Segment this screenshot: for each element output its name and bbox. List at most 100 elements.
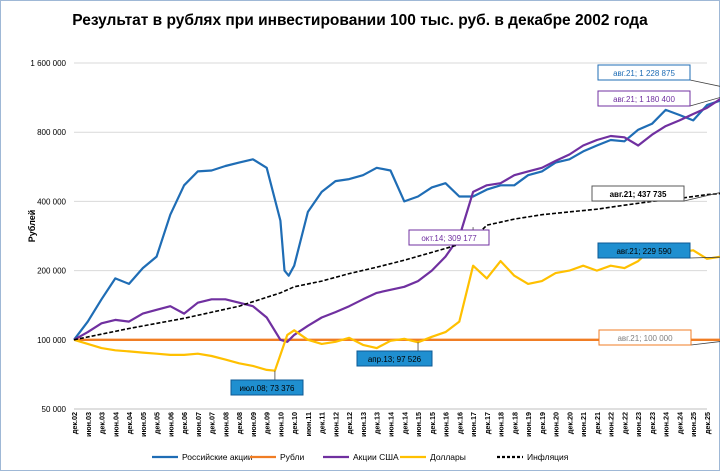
axis-layer: 50 000 100 000 200 000 400 000 800 000 1 600 … — [30, 59, 712, 437]
legend-item-1: Рубли — [250, 452, 304, 462]
x-tick-label: июн.07 — [194, 412, 203, 437]
data-label-box — [356, 350, 433, 367]
x-tick-label: июн.16 — [442, 412, 451, 437]
data-label-box — [597, 242, 691, 259]
data-label-text: авг.21; 1 180 400 — [613, 95, 675, 104]
series-line-0 — [73, 99, 720, 341]
x-tick-label: июн.20 — [552, 412, 561, 437]
data-label: окт.14; 309 177 — [408, 227, 490, 246]
chart-title: Результат в рублях при инвестировании 10… — [72, 12, 648, 29]
x-tick-label: июн.25 — [689, 412, 698, 437]
x-tick-label: дек.14 — [400, 412, 409, 434]
x-tick-label: июн.10 — [276, 412, 285, 437]
data-label-text: авг.21; 100 000 — [617, 334, 673, 343]
x-tick-label: дек.11 — [318, 412, 327, 434]
x-tick-label: дек.05 — [153, 412, 162, 434]
x-tick-label: дек.21 — [593, 412, 602, 434]
data-label-text: окт.14; 309 177 — [421, 234, 477, 243]
data-label-box — [597, 64, 691, 81]
x-tick-label: июн.09 — [249, 412, 258, 437]
series-layer — [73, 97, 720, 372]
y-tick-label: 400 000 — [37, 197, 66, 206]
x-tick-label: дек.04 — [125, 412, 134, 434]
leader-line — [689, 97, 720, 107]
legend-item-0: Российские акции — [152, 452, 253, 462]
data-label: авг.21; 437 735 — [591, 185, 720, 202]
x-tick-label: июн.13 — [359, 412, 368, 437]
y-axis-label: Рублей — [27, 210, 37, 242]
x-tick-label: дек.25 — [703, 412, 712, 434]
x-tick-label: июн.08 — [221, 412, 230, 437]
y-tick-label: 50 000 — [42, 405, 67, 414]
data-label-box — [591, 185, 685, 202]
leader-line — [689, 256, 720, 259]
x-tick-label: июн.21 — [579, 412, 588, 437]
legend: Российские акции Рубли Акции США Доллары Инф… — [152, 452, 569, 462]
data-label: авг.21; 1 180 400 — [597, 90, 720, 107]
x-tick-label: дек.06 — [180, 412, 189, 434]
x-tick-label: дек.22 — [620, 412, 629, 434]
x-tick-label: дек.20 — [565, 412, 574, 434]
x-tick-label: дек.07 — [208, 412, 217, 434]
x-tick-label: дек.16 — [455, 412, 464, 434]
x-tick-label: дек.15 — [428, 412, 437, 434]
leader-line — [690, 341, 720, 346]
data-label-box — [408, 229, 490, 246]
x-tick-label: июн.22 — [607, 412, 616, 437]
x-tick-label: дек.23 — [648, 412, 657, 434]
data-label-text: авг.21; 229 590 — [616, 247, 672, 256]
data-label: авг.21; 100 000 — [598, 329, 720, 346]
data-label-text: авг.21; 437 735 — [610, 190, 667, 199]
x-tick-label: дек.17 — [483, 412, 492, 434]
x-tick-label: июн.23 — [634, 412, 643, 437]
x-tick-label: дек.09 — [263, 412, 272, 434]
data-label: авг.21; 1 228 875 — [597, 64, 720, 87]
x-tick-label: июн.05 — [139, 412, 148, 437]
legend-label: Рубли — [280, 452, 304, 462]
x-tick-label: дек.24 — [675, 412, 684, 434]
legend-label: Акции США — [353, 452, 399, 462]
x-tick-label: дек.02 — [70, 412, 79, 434]
legend-label: Российские акции — [182, 452, 253, 462]
x-tick-label: июн.24 — [662, 412, 671, 437]
data-label-box — [230, 379, 304, 396]
leader-line — [689, 79, 720, 87]
series-line-2 — [73, 97, 720, 343]
y-tick-label: 1 600 000 — [30, 59, 66, 68]
x-tick-label: дек.03 — [98, 412, 107, 434]
x-tick-label: июн.12 — [331, 412, 340, 437]
x-tick-label: июн.19 — [524, 412, 533, 437]
data-label-box — [598, 329, 692, 346]
y-tick-label: 100 000 — [37, 336, 66, 345]
x-tick-label: дек.13 — [373, 412, 382, 434]
x-tick-label: июн.04 — [111, 412, 120, 437]
data-label-text: апр.13; 97 526 — [368, 355, 422, 364]
y-tick-label: 800 000 — [37, 128, 66, 137]
data-label-box — [597, 90, 691, 107]
legend-item-3: Доллары — [400, 452, 466, 462]
legend-label: Инфляция — [527, 452, 569, 462]
y-tick-label: 200 000 — [37, 267, 66, 276]
x-tick-label: дек.08 — [235, 412, 244, 434]
x-tick-label: июн.15 — [414, 412, 423, 437]
annotation-layer: авг.21; 1 228 875 авг.21; 1 180 400 авг.21… — [230, 64, 720, 396]
x-tick-label: июн.14 — [387, 412, 396, 437]
series-line-3 — [73, 247, 720, 372]
legend-label: Доллары — [430, 452, 466, 462]
x-tick-label: дек.10 — [290, 412, 299, 434]
x-tick-label: июн.06 — [166, 412, 175, 437]
x-tick-label: июн.11 — [304, 412, 313, 437]
x-tick-label: июн.03 — [84, 412, 93, 437]
leader-line — [683, 192, 720, 202]
x-tick-label: дек.12 — [345, 412, 354, 434]
data-label-text: авг.21; 1 228 875 — [613, 69, 675, 78]
x-tick-label: июн.18 — [497, 412, 506, 437]
x-tick-label: дек.19 — [538, 412, 547, 434]
data-label-text: июл.08; 73 376 — [240, 384, 296, 393]
data-label: авг.21; 229 590 — [597, 242, 720, 259]
legend-item-4: Инфляция — [497, 452, 569, 462]
legend-item-2: Акции США — [323, 452, 399, 462]
x-tick-label: дек.18 — [510, 412, 519, 434]
data-label: апр.13; 97 526 — [356, 342, 433, 367]
